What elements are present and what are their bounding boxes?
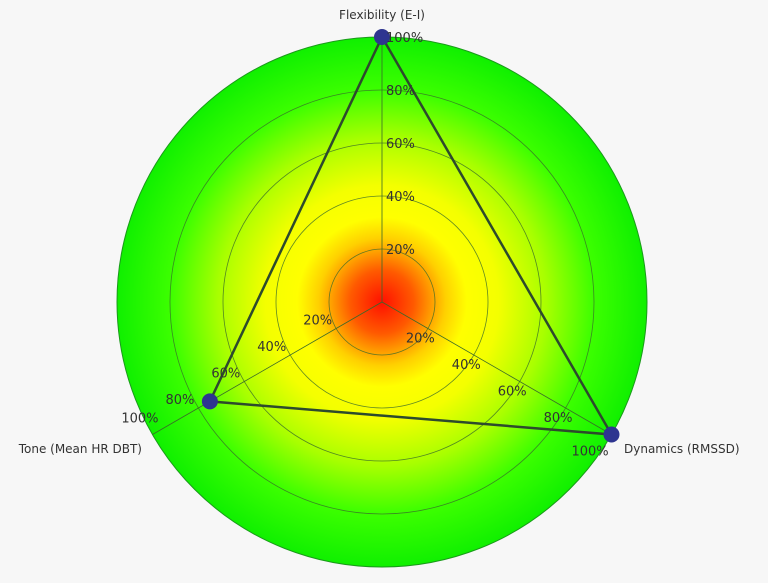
tick-label: 80% [165,393,194,408]
tick-label: 60% [498,385,527,400]
tick-label: 100% [121,412,158,427]
axis-label: Flexibility (E-I) [339,8,425,22]
axis-label: Dynamics (RMSSD) [624,442,740,456]
tick-label: 100% [386,31,423,46]
series-line [207,34,614,436]
tick-label: 60% [386,137,415,152]
tick-label: 60% [211,367,240,382]
tick-label: 80% [544,411,573,426]
tick-label: 20% [303,314,332,329]
axis-label: Tone (Mean HR DBT) [18,442,142,456]
tick-label: 80% [386,84,415,99]
data-point [201,393,218,410]
axis-spoke [381,301,612,435]
tick-label: 40% [257,340,286,355]
tick-label: 20% [386,243,415,258]
tick-label: 40% [452,358,481,373]
data-point [603,426,620,443]
tick-label: 20% [406,332,435,347]
axis-spoke [152,301,383,435]
tick-label: 100% [571,445,608,460]
data-point [374,29,390,45]
tick-label: 40% [386,190,415,205]
